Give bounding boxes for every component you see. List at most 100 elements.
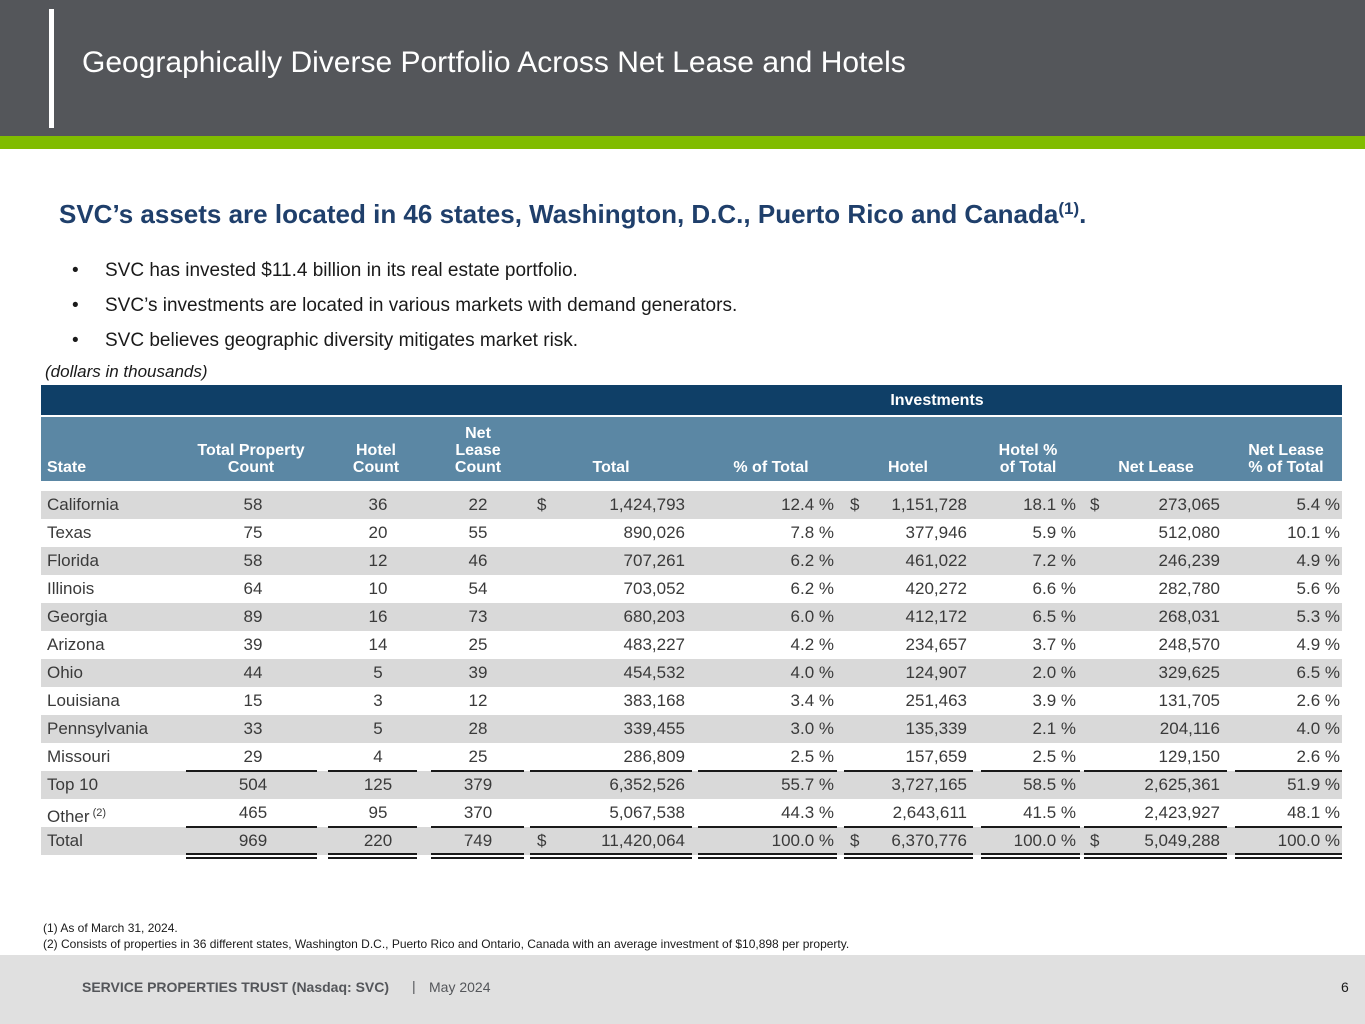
- rule-line: [431, 770, 524, 772]
- table-row: Ohio 44 5 39 454,532 4.0 % 124,907 2.0 % 329,625…: [41, 659, 1342, 687]
- net-lease-cell: 268,031: [1158, 607, 1220, 626]
- column-header: Hotel: [888, 459, 928, 476]
- hotel-pct-cell: 18.1 %: [1023, 495, 1076, 514]
- double-rule-line: [844, 853, 973, 859]
- rule-line: [1084, 770, 1227, 772]
- total-property-count-cell: 969: [238, 831, 268, 850]
- hotel-count-cell: 3: [373, 691, 383, 710]
- net-lease-count-cell: 379: [463, 775, 493, 794]
- net-lease-pct-cell: 5.4 %: [1296, 495, 1340, 514]
- hotel-pct-cell: 2.0 %: [1032, 663, 1076, 682]
- units-note: (dollars in thousands): [45, 362, 208, 381]
- table-row: Pennsylvania 33 5 28 339,455 3.0 % 135,339 2.1 …: [41, 715, 1342, 743]
- net-lease-count-cell: 370: [463, 803, 493, 822]
- bullet-list: • SVC has invested $11.4 billion in its r…: [72, 258, 737, 363]
- double-rule-line: [431, 853, 524, 859]
- table-row: Texas 75 20 55 890,026 7.8 % 377,946 5.9 % 512,0…: [41, 519, 1342, 547]
- double-rule-line: [981, 853, 1080, 859]
- net-lease-pct-cell: 4.9 %: [1296, 635, 1340, 654]
- column-header: Net Lease% of Total: [1248, 442, 1324, 476]
- hotel-cell: 420,272: [905, 579, 967, 598]
- hotel-cell: 461,022: [905, 551, 967, 570]
- total-property-count-cell: 29: [243, 747, 263, 766]
- hotel-count-cell: 12: [368, 551, 388, 570]
- rule-line: [844, 770, 973, 772]
- headline-footnote: (1): [1058, 199, 1080, 218]
- state-cell: Arizona: [47, 635, 105, 654]
- footnote-1: (1) As of March 31, 2024.: [43, 921, 178, 935]
- pct-total-cell: 6.0 %: [790, 607, 834, 626]
- hotel-pct-cell: 5.9 %: [1032, 523, 1076, 542]
- hotel-count-cell: 5: [373, 719, 383, 738]
- bullet-dot-icon: •: [72, 295, 79, 316]
- state-cell: Top 10: [47, 775, 99, 794]
- hotel-pct-cell: 7.2 %: [1032, 551, 1076, 570]
- hotel-pct-cell: 3.9 %: [1032, 691, 1076, 710]
- hotel-pct-cell: 41.5 %: [1023, 803, 1076, 822]
- bullet-item: • SVC’s investments are located in variou…: [72, 293, 737, 328]
- column-header: % of Total: [733, 459, 809, 476]
- column-header: State: [47, 459, 87, 476]
- investment-table: Investments State Total Property Count Hote…: [41, 385, 1342, 859]
- hotel-cell: 412,172: [905, 607, 967, 626]
- investments-header: Investments: [890, 392, 984, 409]
- hotel-count-cell: 4: [373, 747, 383, 766]
- net-lease-count-cell: 55: [468, 523, 488, 542]
- footer-company: SERVICE PROPERTIES TRUST (Nasdaq: SVC): [82, 979, 390, 995]
- total-property-count-cell: 39: [243, 635, 263, 654]
- column-header: Total: [592, 459, 630, 476]
- bullet-item: • SVC believes geographic diversity mitig…: [72, 328, 737, 363]
- double-rule-line: [1235, 853, 1342, 859]
- net-lease-pct-cell: 51.9 %: [1287, 775, 1340, 794]
- net-lease-cell: 2,423,927: [1144, 803, 1220, 822]
- hotel-cell: 234,657: [905, 635, 967, 654]
- pct-total-cell: 7.8 %: [790, 523, 834, 542]
- double-rule-line: [186, 853, 317, 859]
- rule-line: [1235, 770, 1342, 772]
- dollar-sign: $: [537, 831, 547, 850]
- bullet-dot-icon: •: [72, 260, 79, 281]
- header-accent-bar: [49, 9, 54, 128]
- hotel-cell: 157,659: [905, 747, 967, 766]
- total-property-count-cell: 75: [243, 523, 263, 542]
- footnotes: (1) As of March 31, 2024. (2) Consists o…: [43, 920, 849, 952]
- pct-total-cell: 6.2 %: [790, 579, 834, 598]
- total-property-count-cell: 504: [238, 775, 268, 794]
- net-lease-pct-cell: 48.1 %: [1287, 803, 1340, 822]
- dollar-sign: $: [1090, 831, 1100, 850]
- state-cell: Florida: [47, 551, 99, 570]
- rule-line: [981, 826, 1080, 828]
- hotel-count-cell: 220: [363, 831, 393, 850]
- net-lease-pct-cell: 10.1 %: [1287, 523, 1340, 542]
- total-property-count-cell: 64: [243, 579, 263, 598]
- rule-line: [981, 770, 1080, 772]
- state-cell: Pennsylvania: [47, 719, 149, 738]
- net-lease-cell: 129,150: [1158, 747, 1220, 766]
- hotel-cell: 1,151,728: [891, 495, 967, 514]
- total-cell: 286,809: [623, 747, 685, 766]
- dollar-sign: $: [850, 831, 860, 850]
- total-cell: 11,420,064: [601, 831, 685, 850]
- total-cell: 680,203: [623, 607, 685, 626]
- table-row: Top 10 504 125 379 6,352,526 55.7 % 3,727,165 5…: [41, 770, 1342, 799]
- double-rule-line: [1084, 853, 1227, 859]
- hotel-pct-cell: 3.7 %: [1032, 635, 1076, 654]
- double-rule-line: [530, 853, 692, 859]
- net-lease-cell: 512,080: [1158, 523, 1220, 542]
- table-group-header: Investments: [41, 385, 1342, 415]
- hotel-pct-cell: 2.5 %: [1032, 747, 1076, 766]
- bullet-dot-icon: •: [72, 330, 79, 351]
- total-property-count-cell: 89: [243, 607, 263, 626]
- pct-total-cell: 6.2 %: [790, 551, 834, 570]
- double-rule-line: [328, 853, 417, 859]
- rule-line: [431, 826, 524, 828]
- net-lease-cell: 248,570: [1158, 635, 1220, 654]
- hotel-count-cell: 5: [373, 663, 383, 682]
- net-lease-cell: 282,780: [1158, 579, 1220, 598]
- rule-line: [844, 826, 973, 828]
- table-row: Illinois 64 10 54 703,052 6.2 % 420,272 6.6 % 28…: [41, 575, 1342, 603]
- table-column-header-row: State Total Property Count Hotel Count Net Lea…: [41, 415, 1342, 481]
- total-cell: 339,455: [623, 719, 685, 738]
- hotel-pct-cell: 100.0 %: [1013, 831, 1076, 850]
- pct-total-cell: 44.3 %: [781, 803, 834, 822]
